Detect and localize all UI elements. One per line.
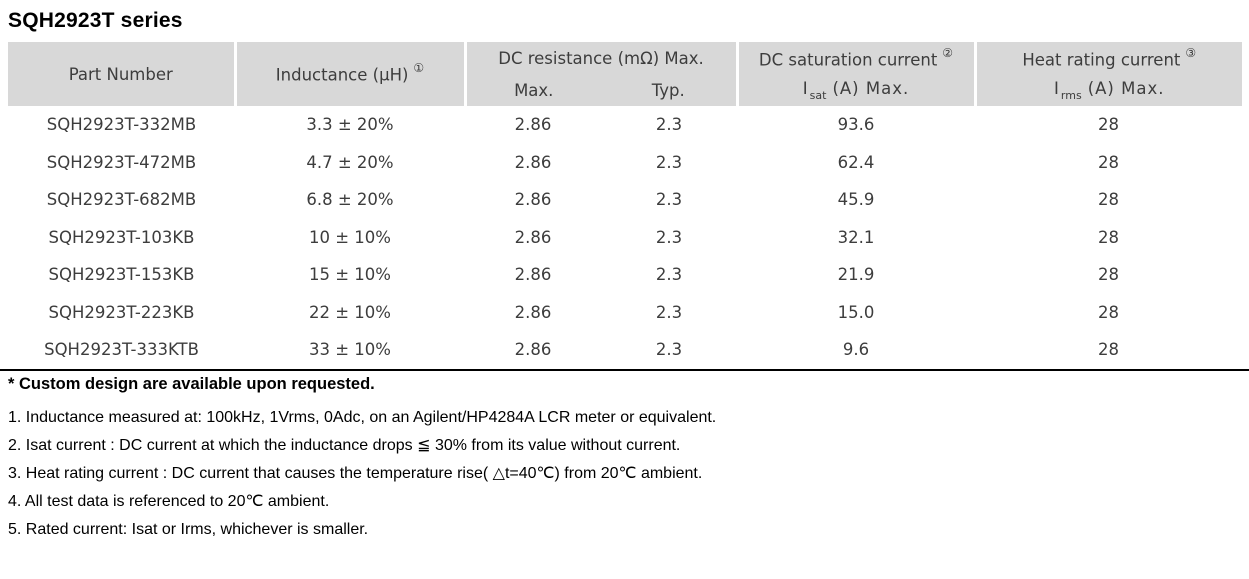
column-header-dc-saturation: DC saturation current ② (735, 42, 975, 75)
irms-symbol: I (1054, 79, 1059, 99)
cell-inductance: 10 ± 10% (235, 218, 465, 256)
cell-irms: 28 (975, 293, 1242, 331)
cell-inductance: 33 ± 10% (235, 331, 465, 369)
isat-symbol-subscript: sat (809, 88, 827, 102)
cell-dcr-typ: 2.3 (601, 331, 737, 369)
table-row: SQH2923T-472MB 4.7 ± 20% 2.86 2.3 62.4 2… (8, 143, 1242, 181)
cell-irms: 28 (975, 256, 1242, 294)
page-title: SQH2923T series (8, 9, 183, 32)
cell-isat: 62.4 (737, 143, 975, 181)
cell-inductance: 15 ± 10% (235, 256, 465, 294)
table-row: SQH2923T-332MB 3.3 ± 20% 2.86 2.3 93.6 2… (8, 106, 1242, 144)
cell-irms: 28 (975, 331, 1242, 369)
cell-dcr-typ: 2.3 (601, 106, 737, 144)
cell-dcr-max: 2.86 (465, 143, 601, 181)
footnote-item-2: 2. Isat current : DC current at which th… (8, 436, 681, 454)
cell-inductance: 4.7 ± 20% (235, 143, 465, 181)
footnote-custom-design: * Custom design are available upon reque… (8, 374, 375, 393)
table-bottom-divider (0, 368, 1249, 371)
table-row: SQH2923T-333KTB 33 ± 10% 2.86 2.3 9.6 28 (8, 331, 1242, 369)
cell-isat: 21.9 (737, 256, 975, 294)
dc-saturation-label: DC saturation current (758, 50, 938, 70)
isat-symbol: I (802, 79, 808, 99)
cell-inductance: 3.3 ± 20% (235, 106, 465, 144)
cell-isat: 15.0 (737, 293, 975, 331)
cell-part-number: SQH2923T-103KB (8, 218, 235, 256)
part-number-label: Part Number (68, 64, 173, 84)
cell-isat: 9.6 (737, 331, 975, 369)
spec-table-body: SQH2923T-332MB 3.3 ± 20% 2.86 2.3 93.6 2… (8, 106, 1242, 369)
cell-isat: 32.1 (737, 218, 975, 256)
cell-irms: 28 (975, 181, 1242, 219)
inductance-label: Inductance (μH) (275, 65, 409, 85)
irms-unit: (A) Max. (1087, 79, 1165, 99)
irms-symbol-subscript: rms (1060, 88, 1082, 102)
cell-part-number: SQH2923T-223KB (8, 293, 235, 331)
isat-unit: (A) Max. (832, 79, 910, 99)
footnotes-section: * Custom design are available upon reque… (8, 375, 1249, 544)
cell-isat: 93.6 (737, 106, 975, 144)
footnote-list: 1. Inductance measured at: 100kHz, 1Vrms… (8, 404, 1249, 544)
dc-resistance-label: DC resistance (mΩ) Max. (498, 49, 704, 68)
cell-isat: 45.9 (737, 181, 975, 219)
table-row: SQH2923T-223KB 22 ± 10% 2.86 2.3 15.0 28 (8, 293, 1242, 331)
cell-irms: 28 (975, 218, 1242, 256)
cell-irms: 28 (975, 143, 1242, 181)
table-row: SQH2923T-682MB 6.8 ± 20% 2.86 2.3 45.9 2… (8, 181, 1242, 219)
cell-part-number: SQH2923T-332MB (8, 106, 235, 144)
footnote-item-5: 5. Rated current: Isat or Irms, whicheve… (8, 520, 369, 538)
cell-part-number: SQH2923T-472MB (8, 143, 235, 181)
note-ref-2-icon: ② (942, 45, 954, 60)
column-header-part-number: Part Number (8, 42, 235, 106)
column-header-dc-resistance: DC resistance (mΩ) Max. (465, 42, 737, 75)
cell-dcr-typ: 2.3 (601, 181, 737, 219)
cell-inductance: 22 ± 10% (235, 293, 465, 331)
cell-dcr-max: 2.86 (465, 218, 601, 256)
footnote-item-3: 3. Heat rating current : DC current that… (8, 464, 703, 482)
heat-rating-label: Heat rating current (1022, 50, 1181, 70)
cell-inductance: 6.8 ± 20% (235, 181, 465, 219)
note-ref-3-icon: ③ (1185, 45, 1197, 60)
cell-dcr-max: 2.86 (465, 331, 601, 369)
column-header-inductance: Inductance (μH) ① (233, 42, 467, 106)
cell-dcr-typ: 2.3 (601, 143, 737, 181)
table-row: SQH2923T-103KB 10 ± 10% 2.86 2.3 32.1 28 (8, 218, 1242, 256)
cell-dcr-max: 2.86 (465, 293, 601, 331)
subheader-dcr-typ: Typ. (601, 75, 737, 106)
cell-dcr-typ: 2.3 (601, 218, 737, 256)
cell-irms: 28 (975, 106, 1242, 144)
subheader-dcr-max: Max. (465, 75, 601, 106)
cell-dcr-typ: 2.3 (601, 256, 737, 294)
cell-dcr-typ: 2.3 (601, 293, 737, 331)
cell-dcr-max: 2.86 (465, 106, 601, 144)
cell-part-number: SQH2923T-333KTB (8, 331, 235, 369)
column-header-heat-rating: Heat rating current ③ (973, 42, 1242, 75)
cell-dcr-max: 2.86 (465, 256, 601, 294)
spec-table: Part Number Inductance (μH) ① DC resistan… (8, 42, 1242, 369)
footnote-item-4: 4. All test data is referenced to 20℃ am… (8, 492, 330, 510)
cell-part-number: SQH2923T-153KB (8, 256, 235, 294)
table-row: SQH2923T-153KB 15 ± 10% 2.86 2.3 21.9 28 (8, 256, 1242, 294)
note-ref-1-icon: ① (413, 61, 425, 76)
footnote-item-1: 1. Inductance measured at: 100kHz, 1Vrms… (8, 408, 717, 426)
cell-part-number: SQH2923T-682MB (8, 181, 235, 219)
cell-dcr-max: 2.86 (465, 181, 601, 219)
spec-table-header: Part Number Inductance (μH) ① DC resistan… (8, 42, 1242, 106)
